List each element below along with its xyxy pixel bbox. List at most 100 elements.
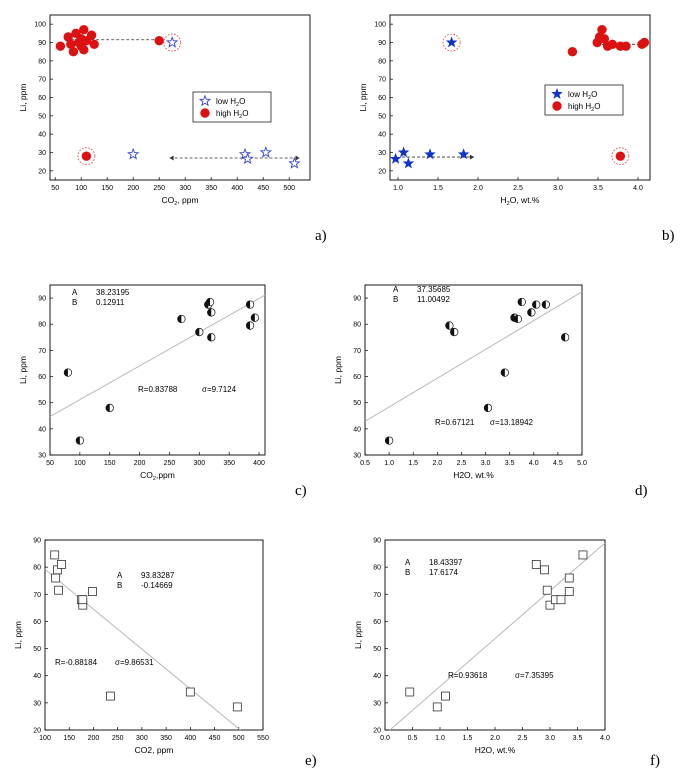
x-tick-label: 200 xyxy=(127,185,139,192)
data-point xyxy=(527,308,536,317)
data-point xyxy=(560,333,570,342)
y-tick-label: 80 xyxy=(33,565,41,572)
x-tick-label: 250 xyxy=(112,735,124,742)
x-tick-label: 400 xyxy=(231,185,243,192)
data-point-fill xyxy=(206,298,211,306)
panel-4: 0.5 1.0 1.5 2.0 2.5 3.0 3.5 4.0 4.5 5.0 30 40 50 60 70… xyxy=(333,284,648,499)
x-tick-label: 100 xyxy=(75,185,87,192)
data-point xyxy=(232,702,242,712)
data-point xyxy=(500,368,509,377)
data-point xyxy=(441,691,450,701)
regression-line xyxy=(364,291,583,422)
x-tick-label: 550 xyxy=(257,735,269,742)
y-tick-label: 70 xyxy=(38,77,46,84)
data-point xyxy=(432,702,442,712)
x-axis-label-part: CO xyxy=(161,195,174,205)
series-data xyxy=(50,550,242,712)
fit-label-a: A xyxy=(393,285,399,294)
panel-5: 100 150 200 250 300 350 400 450 500 550 20 30 40 50 60… xyxy=(13,538,317,770)
fit-label-a: A xyxy=(117,571,123,580)
data-point xyxy=(457,148,470,160)
panel-2: 1.0 1.5 2.0 2.5 3.0 3.5 4.0 20 30 40 50 60 70 80 90 100… xyxy=(358,14,675,244)
legend-label-part: O xyxy=(242,109,248,118)
panel-label: d) xyxy=(635,483,648,499)
x-axis-label: CO2,ppm xyxy=(140,470,175,482)
data-point xyxy=(166,36,179,48)
panel-label: c) xyxy=(295,483,307,499)
x-tick-label: 0.5 xyxy=(408,735,418,742)
data-point xyxy=(402,157,415,169)
data-point xyxy=(578,550,588,560)
x-tick-label: 350 xyxy=(160,735,172,742)
y-tick-label: 40 xyxy=(378,132,386,139)
x-tick-label: 4.0 xyxy=(600,735,610,742)
y-tick-label: 60 xyxy=(353,374,361,381)
x-tick-label: 100 xyxy=(74,460,86,467)
y-tick-label: 70 xyxy=(353,348,361,355)
x-tick-label: 200 xyxy=(88,735,100,742)
y-tick-label: 30 xyxy=(38,453,46,460)
y-tick-label: 70 xyxy=(33,592,41,599)
x-axis-label-part: O, wt.% xyxy=(510,195,540,205)
correlation-r: R=0.67121 xyxy=(435,418,475,427)
panel-6: 0.0 0.5 1.0 1.5 2.0 2.5 3.0 3.5 4.0 20 30 40 50 60 70 8… xyxy=(353,538,660,770)
x-tick-label: 450 xyxy=(257,185,269,192)
legend-label: high H2O xyxy=(568,102,600,113)
data-point-fill xyxy=(484,404,488,412)
panel-label: b) xyxy=(662,228,675,244)
highlight-circle xyxy=(442,33,461,52)
regression-line xyxy=(44,569,241,731)
x-tick-label: 300 xyxy=(193,460,205,467)
x-tick-label: 150 xyxy=(63,735,75,742)
data-point xyxy=(517,297,526,307)
x-tick-label: 3.5 xyxy=(505,460,515,467)
x-tick-label: 3.5 xyxy=(573,735,583,742)
data-point-fill xyxy=(385,436,390,445)
correlation-r: R=0.93618 xyxy=(448,671,488,680)
x-tick-label: 2.5 xyxy=(518,735,528,742)
y-tick-label: 30 xyxy=(38,150,46,157)
legend-label: low H2O xyxy=(568,90,597,101)
series-data xyxy=(384,297,570,445)
x-tick-label: 1.5 xyxy=(463,735,473,742)
x-tick-label: 1.5 xyxy=(408,460,418,467)
legend-label-sub: 2 xyxy=(239,114,242,120)
data-point xyxy=(54,585,63,595)
y-tick-label: 70 xyxy=(373,592,381,599)
data-point xyxy=(81,151,92,161)
highlight-circle xyxy=(77,147,96,166)
x-tick-label: 400 xyxy=(184,735,196,742)
fit-label-a: A xyxy=(405,558,411,567)
data-point xyxy=(51,573,61,583)
correlation-r: R=0.83788 xyxy=(138,385,178,394)
x-tick-label: 0.5 xyxy=(360,460,370,467)
x-tick-label: 5.0 xyxy=(577,460,587,467)
x-axis-label-part: ,ppm xyxy=(156,470,175,480)
data-point xyxy=(545,600,555,610)
data-point-fill xyxy=(532,300,537,309)
data-point xyxy=(532,300,541,309)
data-point xyxy=(177,314,186,324)
fit-label-b: B xyxy=(393,295,398,304)
plot-frame xyxy=(384,539,606,731)
data-point xyxy=(238,147,252,160)
y-axis-label: Li, ppm xyxy=(18,84,28,112)
series-high-h2o xyxy=(55,24,164,161)
x-axis-label-part: CO xyxy=(140,470,153,480)
x-tick-label: 1.0 xyxy=(393,185,403,192)
x-tick-label: 450 xyxy=(209,735,221,742)
x-tick-label: 0.0 xyxy=(380,735,390,742)
data-point xyxy=(445,36,458,48)
y-tick-label: 90 xyxy=(378,40,386,47)
data-point xyxy=(621,41,631,51)
data-point xyxy=(106,691,115,701)
highlight-circle xyxy=(163,33,182,52)
data-point xyxy=(450,327,459,337)
legend-label: low H2O xyxy=(216,97,245,108)
y-tick-label: 50 xyxy=(38,113,46,120)
data-point-fill xyxy=(207,333,212,342)
data-point xyxy=(424,148,436,160)
fit-value-a: 93.83287 xyxy=(141,571,175,580)
regression-line xyxy=(49,294,266,418)
